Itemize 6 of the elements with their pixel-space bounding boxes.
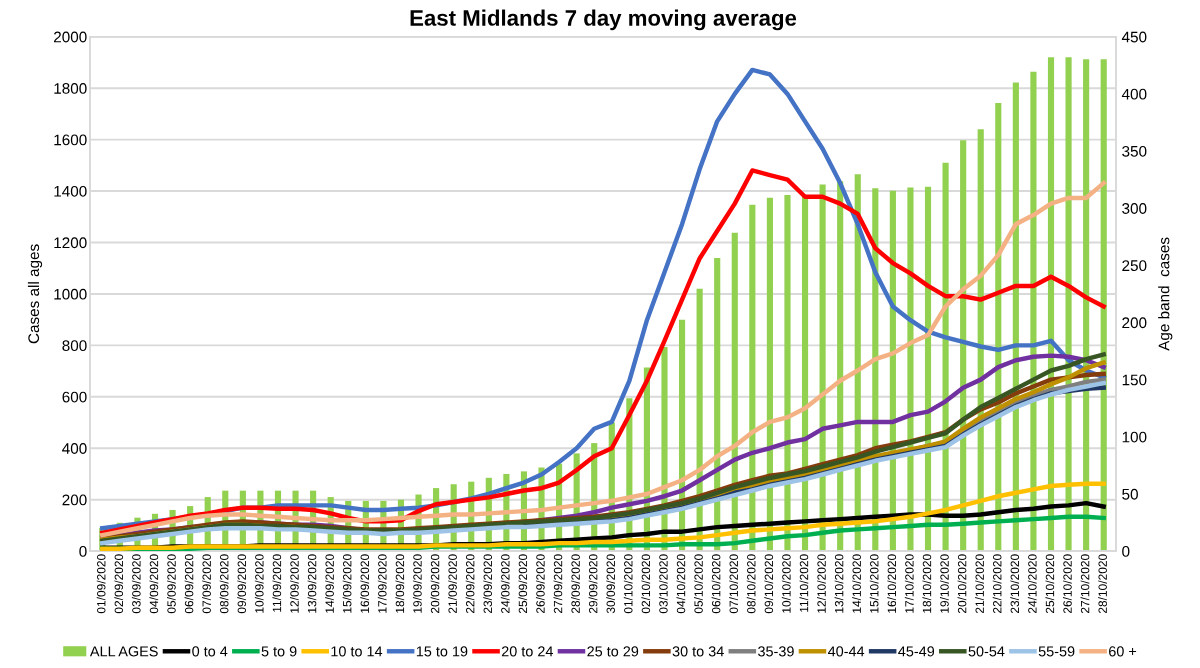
bar	[907, 187, 914, 552]
bar	[784, 194, 791, 552]
bar	[1030, 71, 1037, 552]
line-series	[100, 500, 1106, 550]
line-series	[100, 481, 1106, 552]
chart-title: East Midlands 7 day moving average	[410, 9, 797, 31]
